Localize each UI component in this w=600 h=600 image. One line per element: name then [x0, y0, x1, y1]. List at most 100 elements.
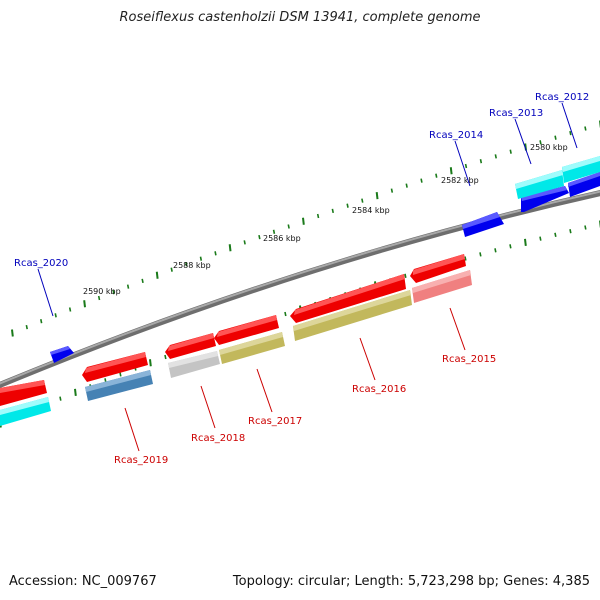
inner-tick: [479, 252, 482, 257]
outer-tick: [258, 234, 261, 240]
inner-tick: [554, 232, 557, 237]
label-rcas-2013[interactable]: Rcas_2013: [489, 108, 543, 119]
label-rcas-2016[interactable]: Rcas_2016: [352, 384, 406, 395]
outer-tick: [155, 271, 159, 279]
inner-tick: [284, 311, 287, 317]
outer-tick: [420, 178, 423, 183]
inner-tick: [164, 354, 167, 360]
outer-tick: [316, 213, 320, 219]
inner-tick: [524, 238, 527, 247]
outer-tick: [539, 140, 542, 145]
cds-rcas-2019[interactable]: [85, 370, 153, 401]
gene-rcas-2012[interactable]: [568, 172, 600, 197]
outer-tick: [479, 159, 483, 164]
gene-rcas-2020[interactable]: [50, 346, 74, 363]
outer-tick: [11, 329, 14, 337]
outer-tick: [272, 229, 276, 234]
outer-tick: [54, 313, 57, 318]
inner-tick: [404, 273, 407, 278]
outer-tick: [464, 163, 468, 169]
outer-tick: [287, 224, 290, 229]
leader-line-rcas-2015: [449, 307, 466, 351]
outer-tick: [97, 295, 101, 301]
cds-rcas-2017[interactable]: [219, 332, 285, 364]
leader-line-rcas-2013: [514, 118, 532, 165]
outer-tick: [214, 251, 217, 256]
gene-rcas-2017[interactable]: [214, 315, 279, 345]
inner-tick: [119, 372, 122, 377]
genome-backbone-highlight: [0, 190, 600, 385]
inner-tick: [59, 396, 62, 401]
outer-tick: [509, 149, 512, 154]
cds-rcas-2013[interactable]: [515, 170, 564, 199]
leader-line-rcas-2020: [37, 268, 54, 317]
tick-label-2590: 2590 kbp: [83, 287, 121, 296]
tick-label-2580: 2580 kbp: [530, 143, 568, 152]
cds-left-edge[interactable]: [0, 397, 51, 426]
gene-rcas-2016[interactable]: [290, 274, 406, 323]
inner-tick: [494, 248, 497, 253]
inner-tick: [149, 359, 152, 367]
inner-tick: [569, 229, 572, 234]
accession-text: Accession: NC_009767: [9, 574, 157, 589]
inner-tick: [539, 236, 542, 241]
outer-tick: [346, 203, 349, 208]
cds-rcas-2015[interactable]: [412, 270, 472, 303]
label-rcas-2015[interactable]: Rcas_2015: [442, 354, 496, 365]
gene-rcas-2015[interactable]: [410, 254, 466, 283]
outer-tick: [302, 217, 305, 225]
gene-rcas-2014[interactable]: [462, 212, 504, 237]
outer-tick: [40, 319, 43, 324]
tick-label-2582: 2582 kbp: [441, 176, 479, 185]
outer-tick: [112, 290, 115, 295]
gene-rcas-2018[interactable]: [165, 333, 216, 359]
outer-tick: [361, 198, 364, 203]
outer-tick: [569, 130, 572, 136]
label-rcas-2018[interactable]: Rcas_2018: [191, 433, 245, 444]
genome-title: Roseiflexus castenholzii DSM 13941, comp…: [119, 10, 481, 25]
inner-tick: [74, 388, 77, 397]
inner-tick: [584, 225, 587, 230]
tick-label-2588: 2588 kbp: [173, 261, 211, 270]
outer-tick: [25, 324, 28, 330]
leader-line-rcas-2012: [561, 102, 578, 149]
gene-rcas-2013[interactable]: [521, 186, 569, 212]
label-rcas-2014[interactable]: Rcas_2014: [429, 130, 483, 141]
leader-line-rcas-2018: [200, 385, 216, 429]
outer-tick: [554, 135, 557, 140]
leader-line-rcas-2017: [256, 368, 273, 413]
tick-label-2584: 2584 kbp: [352, 206, 390, 215]
outer-tick: [375, 191, 379, 200]
label-rcas-2017[interactable]: Rcas_2017: [248, 416, 302, 427]
cds-rcas-2018[interactable]: [168, 351, 220, 378]
cds-rcas-2016[interactable]: [293, 290, 412, 341]
leader-line-rcas-2014: [454, 140, 471, 187]
outer-tick: [83, 300, 86, 308]
outer-tick: [228, 244, 232, 252]
outer-tick: [126, 284, 130, 289]
tick-label-2586: 2586 kbp: [263, 234, 301, 243]
genome-summary-text: Topology: circular; Length: 5,723,298 bp…: [232, 574, 590, 589]
gene-left-edge[interactable]: [0, 380, 47, 406]
outer-tick: [449, 167, 453, 175]
outer-tick: [185, 262, 188, 267]
outer-tick: [405, 183, 408, 188]
outer-tick: [243, 240, 246, 245]
cds-rcas-2012[interactable]: [562, 156, 600, 183]
label-rcas-2012[interactable]: Rcas_2012: [535, 92, 589, 103]
outer-tick: [199, 256, 203, 261]
label-rcas-2020[interactable]: Rcas_2020: [14, 258, 68, 269]
outer-tick: [141, 278, 144, 284]
leader-line-rcas-2019: [124, 407, 140, 452]
inner-tick: [509, 244, 512, 249]
outer-tick: [390, 188, 394, 193]
genome-backbone: [0, 190, 600, 389]
outer-tick: [584, 126, 587, 131]
gene-rcas-2019[interactable]: [82, 352, 148, 382]
outer-tick-ring: [11, 120, 600, 337]
outer-tick: [170, 267, 173, 272]
inner-tick: [464, 256, 467, 261]
label-rcas-2019[interactable]: Rcas_2019: [114, 455, 168, 466]
outer-tick: [68, 307, 72, 312]
